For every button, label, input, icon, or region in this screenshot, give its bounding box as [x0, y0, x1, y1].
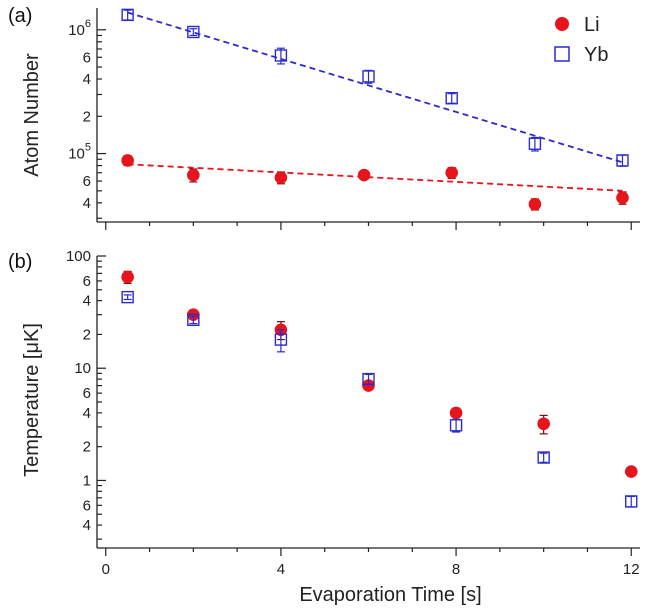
y-tick-label-exponent: 6 [85, 18, 91, 30]
y-tick-label: 6 [83, 173, 91, 190]
series-li [121, 270, 638, 478]
y-tick-label: 106 [68, 18, 91, 39]
data-point-li [537, 417, 550, 431]
data-point-li [121, 270, 134, 284]
data-point-yb [362, 372, 375, 386]
y-tick-label: 4 [83, 517, 91, 534]
y-tick-label: 100 [66, 248, 91, 265]
data-point-yb [625, 495, 638, 508]
fit-line-li [127, 163, 623, 192]
y-tick-label: 4 [83, 293, 91, 310]
fit-line-yb [127, 11, 623, 164]
data-point-li [445, 166, 459, 180]
data-point-yb [445, 92, 458, 105]
data-point-yb [187, 313, 200, 327]
legend-marker-yb [554, 46, 570, 62]
y-tick-label: 6 [83, 385, 91, 402]
x-axis-title: Evaporation Time [s] [299, 584, 481, 606]
panel-label: (a) [8, 5, 32, 27]
legend-marker-li [555, 17, 569, 31]
y-tick-label: 2 [83, 108, 91, 125]
series-li [121, 154, 629, 211]
data-point-yb [616, 154, 629, 167]
x-tick-label: 4 [277, 561, 285, 578]
y-tick-label: 4 [83, 71, 91, 88]
y-tick-label: 2 [83, 326, 91, 343]
data-point-yb [537, 451, 550, 464]
legend-label-li: Li [584, 14, 600, 36]
y-tick-label: 1 [83, 472, 91, 489]
data-point-yb [121, 290, 134, 304]
data-point-li [187, 168, 200, 182]
y-tick-label: 4 [83, 405, 91, 422]
x-tick-label: 8 [452, 561, 460, 578]
data-point-yb [274, 333, 288, 346]
series-yb [121, 8, 629, 167]
y-tick-label: 6 [83, 497, 91, 514]
y-tick-label: 4 [83, 195, 91, 212]
data-point-yb [187, 25, 200, 39]
panel-label: (b) [8, 251, 32, 273]
y-tick-label-exponent: 5 [85, 142, 91, 154]
y-tick-label-base: 10 [68, 22, 85, 39]
data-point-li [449, 406, 463, 420]
y-tick-label: 105 [68, 142, 91, 163]
data-point-yb [528, 137, 542, 150]
x-tick-label: 12 [623, 561, 640, 578]
data-point-yb [449, 419, 463, 432]
data-point-li [357, 168, 371, 182]
data-point-yb [121, 8, 134, 22]
legend: Li Yb [554, 14, 608, 66]
y-tick-label: 2 [83, 439, 91, 456]
data-point-li [121, 154, 134, 167]
y-axis-title: Temperature [μK] [21, 323, 43, 477]
data-point-yb [362, 70, 375, 83]
data-point-li [274, 171, 288, 184]
legend-label-yb: Yb [584, 44, 608, 66]
data-point-li [624, 465, 638, 478]
y-axis-title: Atom Number [21, 53, 43, 177]
y-tick-label: 6 [83, 273, 91, 290]
data-point-li [528, 197, 542, 211]
y-tick-label: 6 [83, 49, 91, 66]
x-tick-label: 0 [102, 561, 110, 578]
data-point-li [616, 191, 629, 205]
y-tick-label-base: 10 [68, 146, 85, 163]
data-point-yb [274, 49, 288, 62]
y-tick-label: 10 [74, 360, 91, 377]
series-yb [121, 290, 638, 508]
